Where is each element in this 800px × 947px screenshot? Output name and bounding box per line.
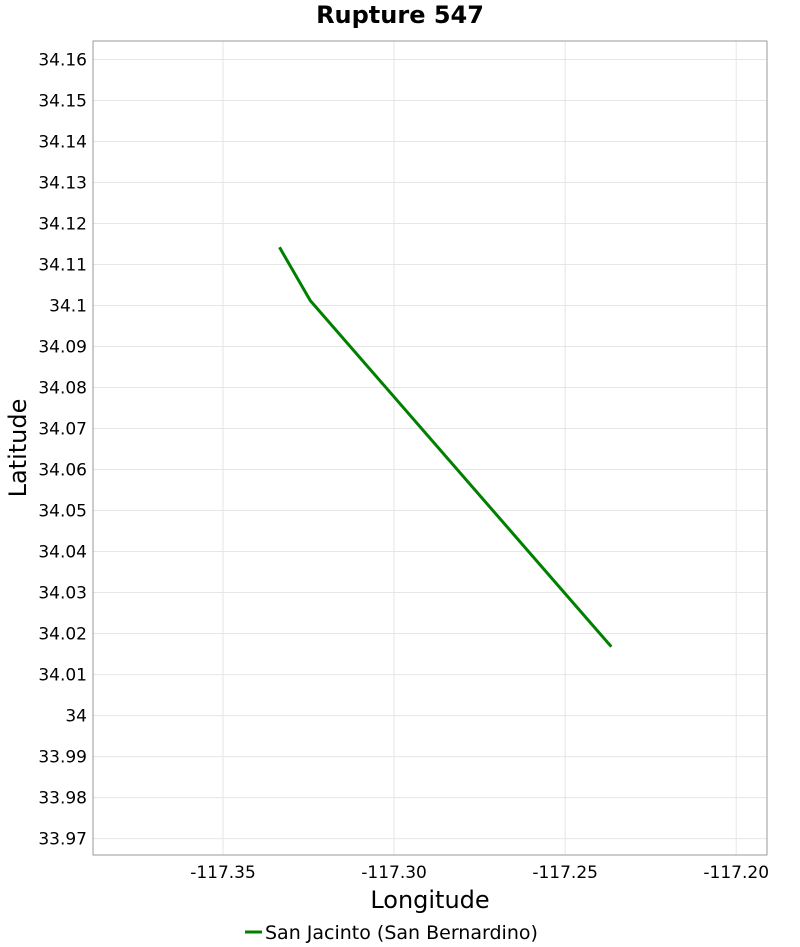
- y-tick-label: 34.04: [38, 543, 87, 563]
- x-axis-label: Longitude: [370, 886, 489, 914]
- legend-label: San Jacinto (San Bernardino): [265, 922, 538, 944]
- y-tick-label: 34.12: [38, 214, 87, 234]
- x-tick-label: -117.25: [532, 863, 598, 883]
- y-tick-label: 34.05: [38, 502, 87, 522]
- grid-lines: [93, 41, 767, 855]
- y-tick-label: 34.06: [38, 461, 87, 481]
- y-axis-label: Latitude: [4, 399, 32, 498]
- y-tick-label: 34.11: [38, 255, 87, 275]
- y-tick-label: 34: [65, 707, 87, 727]
- y-tick-label: 34.09: [38, 338, 87, 358]
- x-tick-label: -117.30: [361, 863, 427, 883]
- y-tick-label: 34.03: [38, 584, 87, 604]
- series-layer: [278, 246, 613, 648]
- x-tick-label: -117.20: [703, 863, 769, 883]
- y-tick-label: 33.97: [38, 830, 87, 850]
- legend: San Jacinto (San Bernardino): [245, 922, 538, 944]
- y-tick-label: 33.98: [38, 789, 87, 809]
- y-tick-label: 34.08: [38, 379, 87, 399]
- chart-title: Rupture 547: [316, 1, 484, 29]
- series-line: [278, 246, 613, 648]
- y-tick-label: 34.1: [49, 296, 87, 316]
- y-tick-label: 34.07: [38, 420, 87, 440]
- y-axis-ticks: 34.16 34.15 34.14 34.13 34.12 34.11 34.1 34.09 3…: [38, 50, 87, 849]
- x-tick-label: -117.35: [190, 863, 256, 883]
- y-tick-label: 34.01: [38, 666, 87, 686]
- y-tick-label: 34.15: [38, 91, 87, 111]
- y-tick-label: 34.14: [38, 132, 87, 152]
- y-tick-label: 34.13: [38, 173, 87, 193]
- y-tick-label: 33.99: [38, 748, 87, 768]
- plot-area: [92, 40, 768, 856]
- y-tick-label: 34.02: [38, 625, 87, 645]
- x-axis-ticks: -117.35 -117.30 -117.25 -117.20: [190, 863, 769, 883]
- y-tick-label: 34.16: [38, 50, 87, 70]
